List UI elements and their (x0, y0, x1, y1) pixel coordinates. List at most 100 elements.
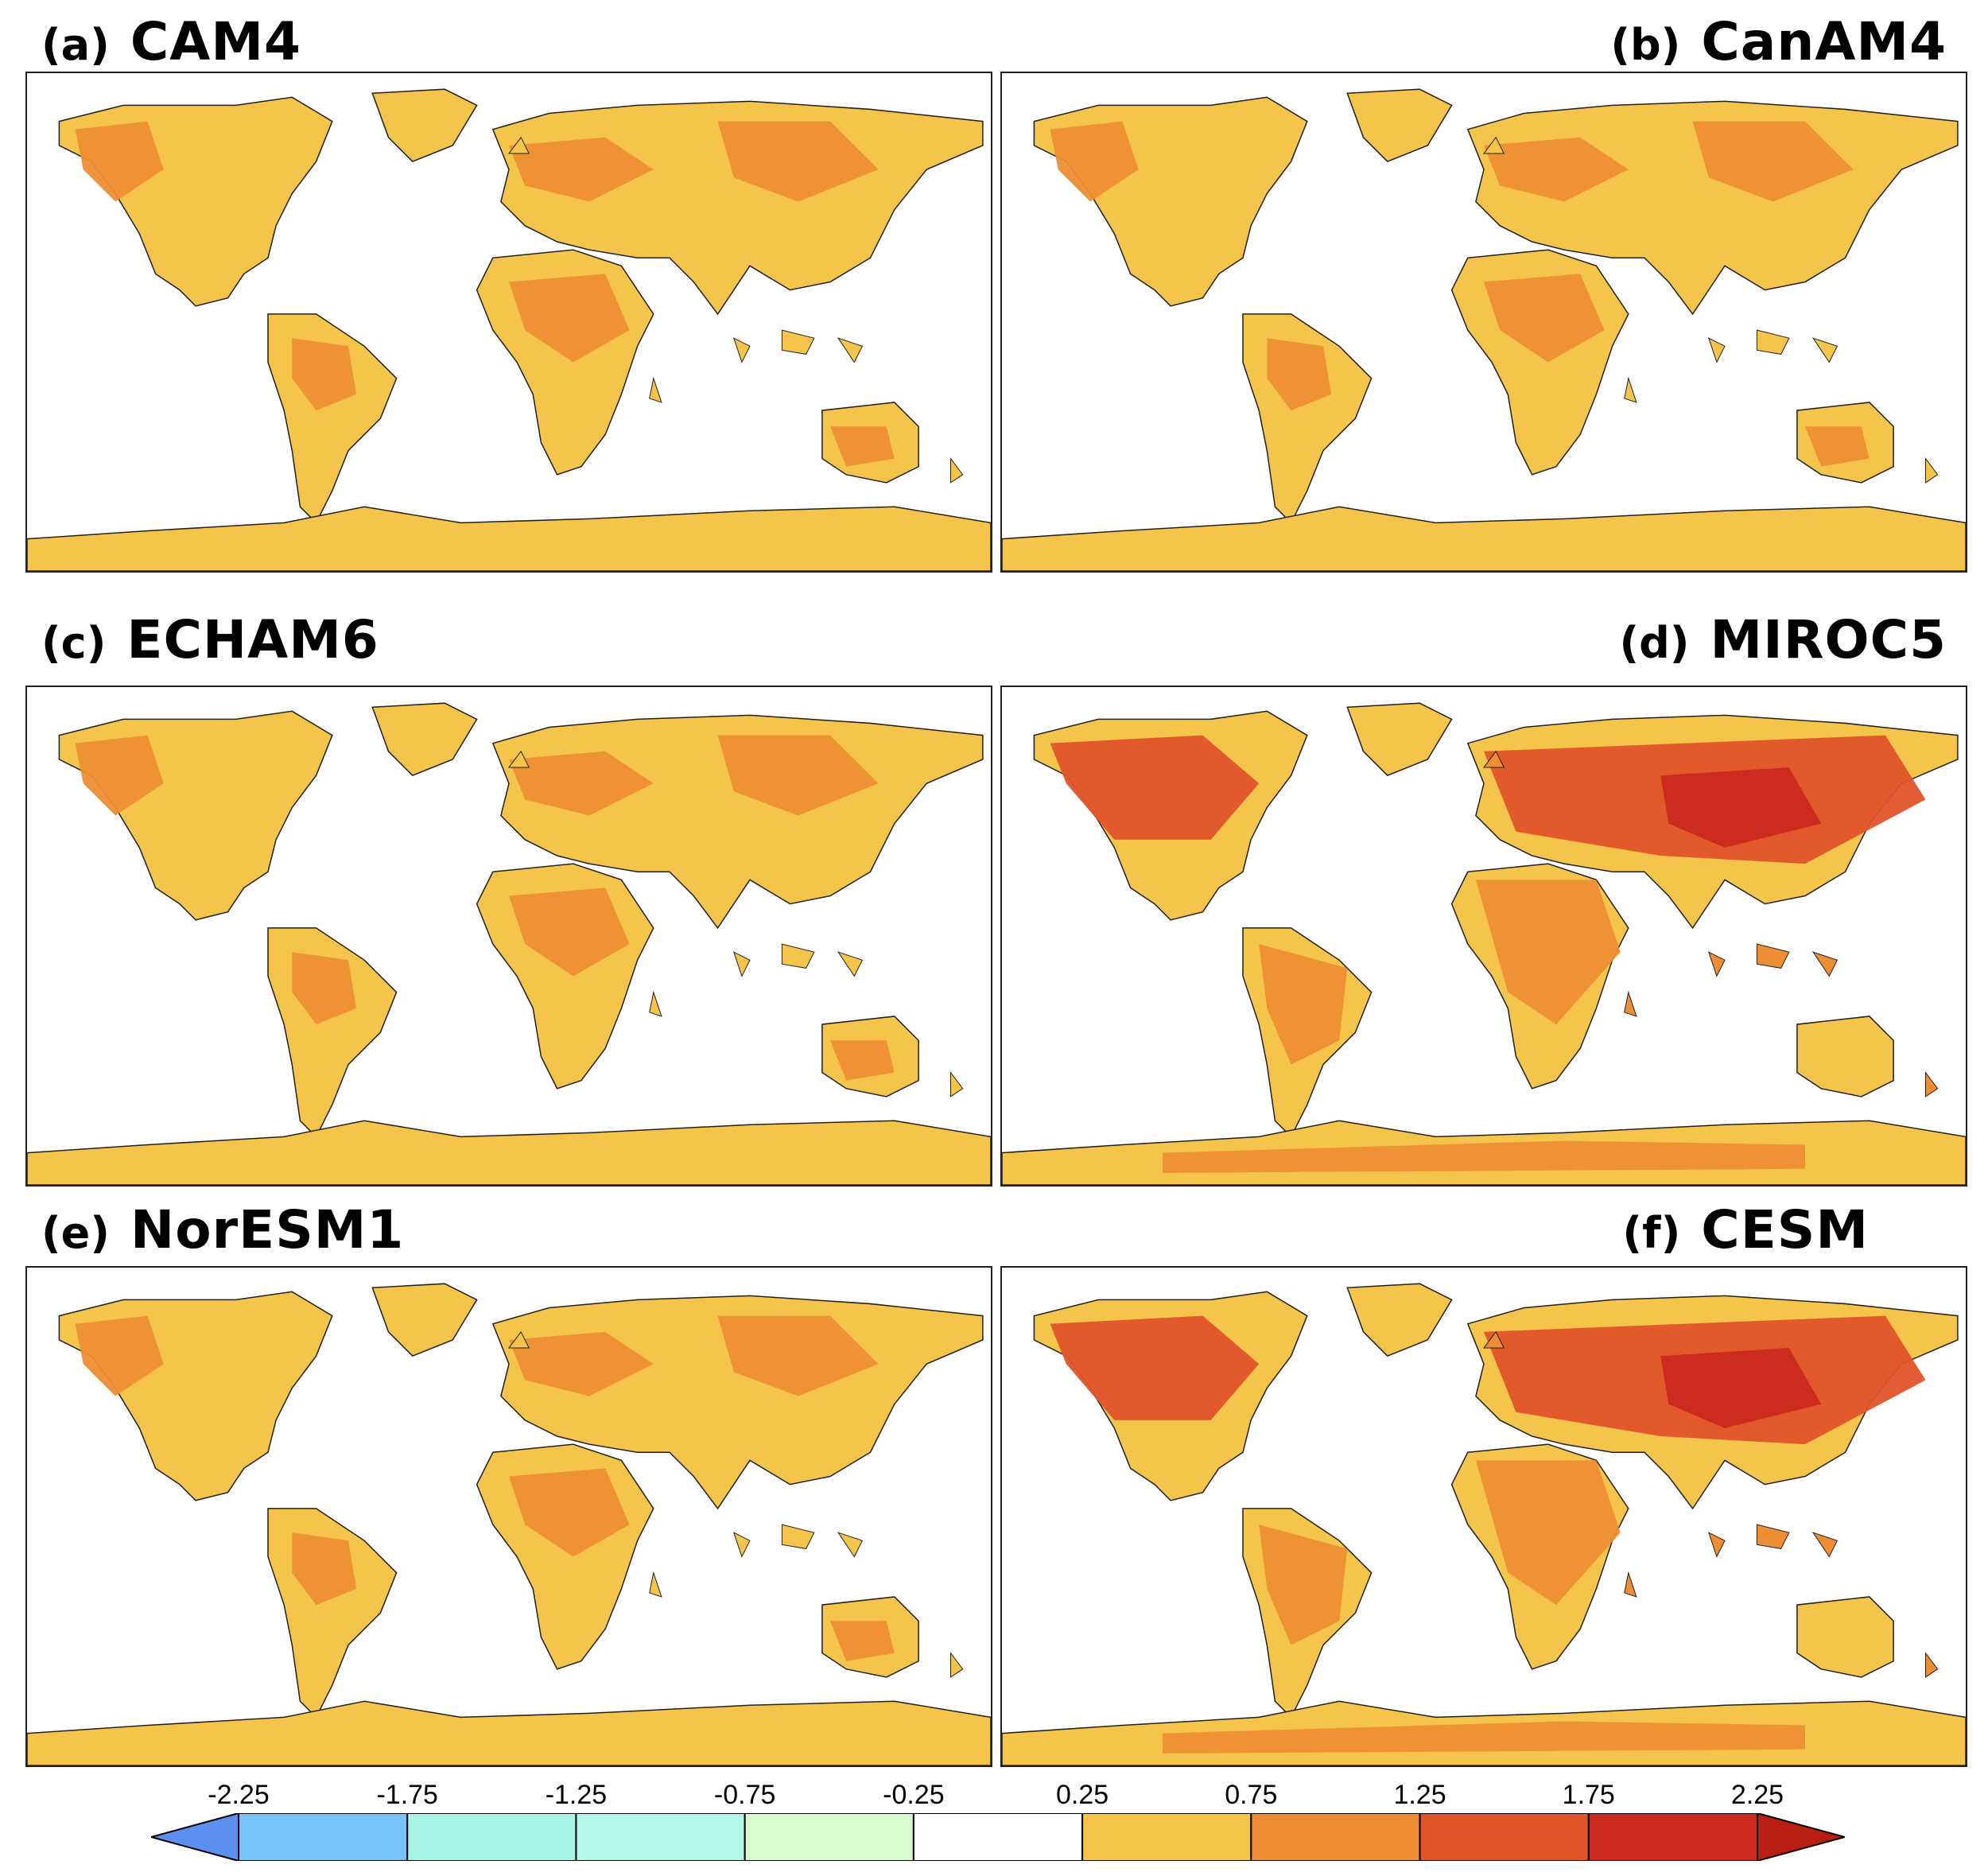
island-1 (1756, 329, 1790, 355)
island-1 (1756, 943, 1790, 969)
anomaly-patch-5 (830, 426, 895, 467)
landmass-antarctica (1002, 506, 1966, 571)
island-1 (781, 943, 815, 969)
island-4 (949, 457, 964, 484)
anomaly-patch-1 (509, 137, 654, 202)
map-panel-c (25, 686, 992, 1187)
panel-label: (c) (41, 618, 107, 668)
island-5 (1482, 750, 1505, 768)
colorbar-tick-label: -1.75 (376, 1780, 438, 1810)
world-map (1002, 1283, 1966, 1765)
map-panel-e (25, 1266, 992, 1767)
island-5 (1482, 136, 1505, 154)
map-panel-d (1000, 686, 1967, 1187)
anomaly-patch-3 (1259, 1524, 1348, 1645)
island-4 (949, 1071, 964, 1097)
panel-label: (e) (41, 1208, 110, 1258)
island-5 (507, 1330, 530, 1349)
landmass-greenland (371, 1283, 478, 1357)
anomaly-patch-2 (717, 735, 879, 816)
panel-label: (d) (1619, 618, 1690, 668)
panel-title-d: (d) MIROC5 (1619, 609, 1947, 670)
colorbar-bin-7 (1250, 1813, 1421, 1861)
island-0 (732, 951, 751, 977)
anomaly-patch-3 (1484, 274, 1605, 363)
anomaly-patch-2 (717, 121, 879, 202)
colorbar-bin-5 (912, 1813, 1084, 1861)
island-5 (507, 136, 530, 154)
colorbar-bin-1 (238, 1813, 409, 1861)
panel-title-e: (e) NorESM1 (41, 1199, 404, 1260)
world-map (1002, 88, 1966, 571)
map-panel-a (25, 72, 992, 573)
colorbar (151, 1813, 1845, 1861)
map-panel-b (1000, 72, 1967, 573)
anomaly-patch-4 (1660, 1347, 1822, 1428)
anomaly-patch-1 (509, 1331, 654, 1396)
anomaly-patch-4 (1660, 767, 1822, 848)
colorbar-tick-label: 1.25 (1393, 1780, 1446, 1810)
panel-label: (f) (1622, 1208, 1681, 1258)
island-0 (1707, 1532, 1726, 1558)
island-3 (649, 376, 662, 403)
island-4 (949, 1652, 964, 1678)
anomaly-patch-3 (509, 274, 630, 363)
landmass-australia (1796, 1016, 1894, 1097)
colorbar-tick-label: -0.25 (883, 1780, 945, 1810)
island-0 (1707, 337, 1726, 363)
colorbar-bin-4 (744, 1813, 914, 1861)
anomaly-patch-5 (830, 1040, 895, 1081)
colorbar-bin-9 (1587, 1813, 1759, 1861)
colorbar-tick-label: -2.25 (208, 1780, 270, 1810)
island-3 (1624, 1571, 1637, 1598)
world-map (27, 88, 991, 571)
island-0 (732, 1532, 751, 1558)
anomaly-patch-1 (1484, 137, 1629, 202)
anomaly-patch-2 (1475, 1460, 1621, 1606)
island-5 (1482, 1330, 1505, 1349)
island-2 (1811, 951, 1839, 977)
landmass-australia (1796, 1596, 1894, 1678)
island-0 (1707, 951, 1726, 977)
panel-model-name: CanAM4 (1701, 11, 1947, 72)
panel-label: (a) (41, 20, 110, 70)
island-4 (1924, 1071, 1939, 1097)
anomaly-patch-0 (75, 735, 164, 816)
world-map (27, 1283, 991, 1765)
anomaly-patch-4 (292, 338, 357, 411)
landmass-greenland (371, 88, 478, 162)
panel-title-c: (c) ECHAM6 (41, 609, 379, 670)
colorbar-tick-label: 2.25 (1730, 1780, 1784, 1810)
island-5 (507, 750, 530, 768)
colorbar-tick-label: -1.25 (545, 1780, 608, 1810)
island-2 (837, 1532, 864, 1558)
landmass-antarctica (27, 1120, 991, 1185)
colorbar-arrow-low (151, 1813, 239, 1861)
colorbar-tick-label: 0.25 (1056, 1780, 1109, 1810)
anomaly-patch-5 (1805, 426, 1870, 467)
anomaly-patch-0 (1050, 121, 1139, 202)
colorbar-arrow-high (1757, 1813, 1845, 1861)
panel-model-name: CESM (1701, 1199, 1869, 1260)
colorbar-tick-label: -0.75 (713, 1780, 776, 1810)
island-3 (649, 1571, 662, 1598)
panel-title-f: (f) CESM (1622, 1199, 1869, 1260)
island-2 (1811, 1532, 1839, 1558)
island-2 (837, 951, 864, 977)
landmass-greenland (1346, 702, 1453, 776)
panel-title-b: (b) CanAM4 (1610, 11, 1947, 72)
island-0 (732, 337, 751, 363)
island-1 (1756, 1524, 1790, 1549)
anomaly-patch-2 (717, 1315, 879, 1396)
island-2 (1811, 337, 1839, 363)
landmass-greenland (1346, 1283, 1453, 1357)
anomaly-patch-4 (292, 1532, 357, 1606)
anomaly-patch-0 (75, 121, 164, 202)
panel-model-name: ECHAM6 (126, 609, 379, 670)
anomaly-patch-4 (292, 952, 357, 1025)
anomaly-patch-5 (1163, 1140, 1805, 1173)
anomaly-patch-3 (509, 888, 630, 977)
panel-model-name: MIROC5 (1710, 609, 1947, 670)
island-2 (837, 337, 864, 363)
colorbar-bin-8 (1419, 1813, 1590, 1861)
